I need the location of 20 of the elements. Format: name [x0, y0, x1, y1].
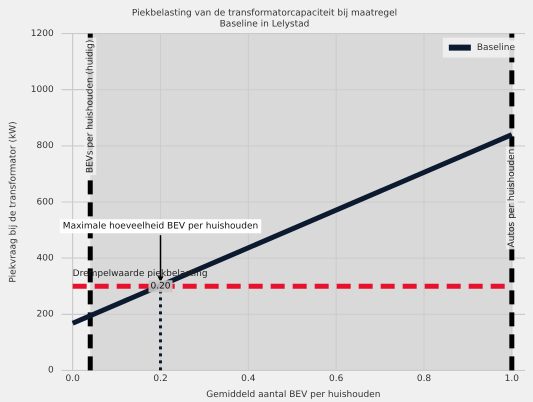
- ref-line-label: BEVs per huishouden (huidig): [86, 40, 96, 174]
- y-tick-label: 600: [36, 197, 54, 208]
- x-tick-label: 0.0: [66, 374, 80, 384]
- y-tick-label: 200: [36, 310, 54, 320]
- y-axis-title: Piekvraag bij de transformator (kW): [8, 121, 19, 283]
- legend-label: Baseline: [476, 42, 516, 53]
- ref-line-label: Autos per huishouden: [507, 148, 518, 248]
- x-tick-label: 0.6: [329, 374, 344, 384]
- x-tick-label: 0.4: [241, 374, 256, 384]
- x-tick-label: 0.2: [153, 374, 168, 384]
- x-tick-label: 1.0: [504, 374, 520, 384]
- chart-title: Piekbelasting van de transformatorcapaciteit bij maatregel Baseline in Lelystad: [132, 8, 398, 30]
- y-tick-label: 800: [36, 141, 54, 152]
- annotation: Maximale hoeveelheid BEV per huishouden: [62, 222, 258, 232]
- y-tick-label: 400: [36, 253, 54, 264]
- x-tick-label: 0.8: [416, 374, 432, 384]
- y-tick-label: 1000: [30, 85, 54, 96]
- y-tick-label: 0: [48, 366, 54, 376]
- y-tick-label: 1200: [30, 28, 54, 39]
- x-axis-title: Gemiddeld aantal BEV per huishouden: [206, 390, 380, 400]
